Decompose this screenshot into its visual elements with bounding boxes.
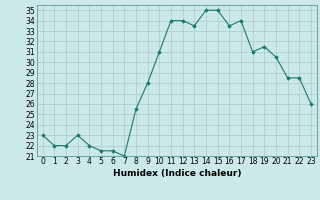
X-axis label: Humidex (Indice chaleur): Humidex (Indice chaleur) xyxy=(113,169,241,178)
